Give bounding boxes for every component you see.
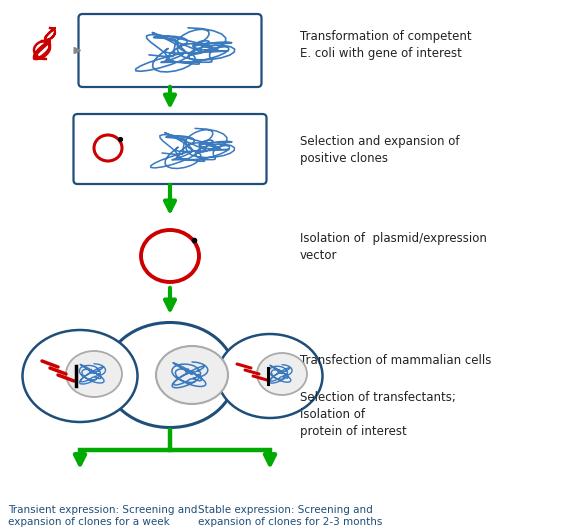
Text: Selection and expansion of
positive clones: Selection and expansion of positive clon… [300,135,459,165]
Text: Transformation of competent
E. coli with gene of interest: Transformation of competent E. coli with… [300,30,472,60]
Ellipse shape [141,230,199,282]
Ellipse shape [66,351,122,397]
Ellipse shape [156,346,228,404]
Ellipse shape [105,323,235,427]
Text: Isolation of  plasmid/expression
vector: Isolation of plasmid/expression vector [300,232,487,262]
FancyBboxPatch shape [74,114,266,184]
Text: Transient expression: Screening and
expansion of clones for a week: Transient expression: Screening and expa… [8,505,197,527]
Ellipse shape [23,330,138,422]
Text: Transfection of mammalian cells: Transfection of mammalian cells [300,353,492,367]
Ellipse shape [94,135,122,161]
FancyBboxPatch shape [78,14,261,87]
Ellipse shape [257,353,307,395]
Text: Stable expression: Screening and
expansion of clones for 2-3 months: Stable expression: Screening and expansi… [198,505,382,527]
Ellipse shape [218,334,323,418]
Text: Selection of transfectants;
isolation of
protein of interest: Selection of transfectants; isolation of… [300,391,456,439]
